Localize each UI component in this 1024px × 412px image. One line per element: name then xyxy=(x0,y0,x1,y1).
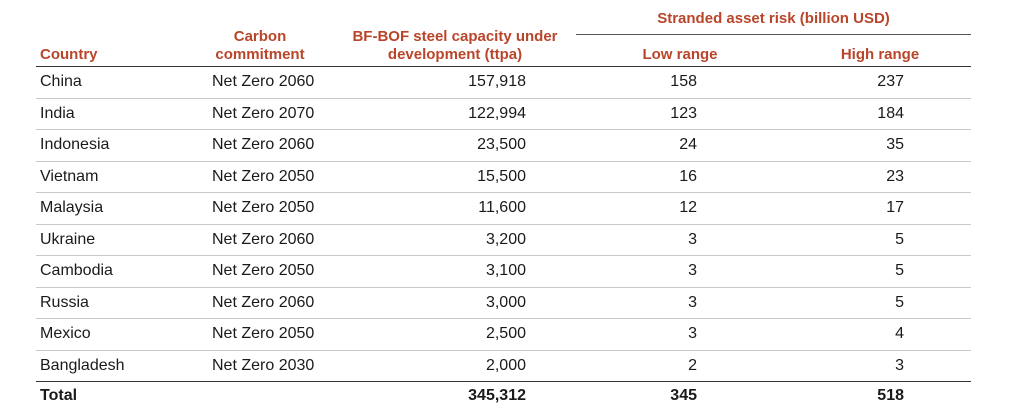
cell-country: India xyxy=(40,104,75,122)
row-divider xyxy=(36,192,971,193)
cell-low: 16 xyxy=(679,167,697,185)
row-divider xyxy=(36,286,971,288)
table-row: China Net Zero 2060 157,918 158 237 xyxy=(36,66,971,98)
header-capacity: BF-BOF steel capacity under development … xyxy=(352,28,558,63)
cell-commitment: Net Zero 2060 xyxy=(212,73,315,90)
cell-country: Ukraine xyxy=(40,230,96,248)
row-divider xyxy=(36,223,971,225)
cell-capacity: 122,994 xyxy=(468,104,526,122)
cell-commitment: Net Zero 2050 xyxy=(212,199,315,216)
cell-capacity: 2,000 xyxy=(485,356,526,374)
total-row: Total 345,312 345 518 xyxy=(36,380,971,412)
cell-high: 237 xyxy=(877,73,904,90)
row-divider xyxy=(36,255,971,256)
cell-country: Malaysia xyxy=(40,199,104,216)
cell-capacity: 157,918 xyxy=(468,73,526,90)
cell-commitment: Net Zero 2060 xyxy=(212,293,315,311)
cell-high: 17 xyxy=(886,199,904,216)
cell-commitment: Net Zero 2060 xyxy=(212,230,315,248)
cell-capacity: 15,500 xyxy=(477,167,526,185)
cell-commitment: Net Zero 2070 xyxy=(212,104,315,122)
total-capacity: 345,312 xyxy=(468,387,526,404)
cell-commitment: Net Zero 2050 xyxy=(212,262,315,279)
cell-country: Indonesia xyxy=(40,136,110,153)
cell-country: Russia xyxy=(40,293,89,311)
header-low-range: Low range xyxy=(642,46,718,63)
cell-high: 5 xyxy=(895,230,904,248)
total-label: Total xyxy=(40,387,78,404)
cell-capacity: 23,500 xyxy=(477,136,526,153)
row-divider xyxy=(36,129,971,130)
cell-country: China xyxy=(40,73,82,90)
header-stranded-asset-risk: Stranded asset risk (billion USD) xyxy=(657,10,890,27)
table-row: Malaysia Net Zero 2050 11,600 12 17 xyxy=(36,192,971,224)
cell-high: 5 xyxy=(895,262,904,279)
cell-commitment: Net Zero 2030 xyxy=(212,356,315,374)
cell-capacity: 3,200 xyxy=(485,230,526,248)
cell-low: 158 xyxy=(670,73,697,90)
table-row: Cambodia Net Zero 2050 3,100 3 5 xyxy=(36,255,971,287)
cell-capacity: 3,100 xyxy=(485,262,526,279)
table-row: Russia Net Zero 2060 3,000 3 5 xyxy=(36,287,971,319)
cell-capacity: 2,500 xyxy=(485,325,526,342)
header-country: Country xyxy=(40,46,98,63)
table-row: Bangladesh Net Zero 2030 2,000 2 3 xyxy=(36,350,971,382)
cell-capacity: 3,000 xyxy=(485,293,526,311)
cell-low: 24 xyxy=(679,136,697,153)
cell-high: 5 xyxy=(895,293,904,311)
table-row: Vietnam Net Zero 2050 15,500 16 23 xyxy=(36,161,971,193)
total-high: 518 xyxy=(877,387,904,404)
row-divider xyxy=(36,97,971,99)
cell-low: 3 xyxy=(688,293,697,311)
total-rule xyxy=(36,381,971,382)
row-divider xyxy=(36,318,971,319)
cell-high: 23 xyxy=(886,167,904,185)
row-divider xyxy=(36,349,971,351)
group-underline xyxy=(576,34,971,35)
cell-country: Bangladesh xyxy=(40,356,125,374)
cell-low: 3 xyxy=(688,262,697,279)
total-low: 345 xyxy=(670,387,697,404)
table-row: Indonesia Net Zero 2060 23,500 24 35 xyxy=(36,129,971,161)
cell-capacity: 11,600 xyxy=(478,199,526,216)
cell-low: 2 xyxy=(688,356,697,374)
table-row: India Net Zero 2070 122,994 123 184 xyxy=(36,98,971,130)
cell-commitment: Net Zero 2060 xyxy=(212,136,315,153)
cell-commitment: Net Zero 2050 xyxy=(212,325,315,342)
row-divider xyxy=(36,160,971,162)
cell-low: 3 xyxy=(688,325,697,342)
cell-country: Cambodia xyxy=(40,262,113,279)
cell-commitment: Net Zero 2050 xyxy=(212,167,315,185)
cell-country: Mexico xyxy=(40,325,91,342)
header-high-range: High range xyxy=(840,46,920,63)
cell-country: Vietnam xyxy=(40,167,99,185)
cell-high: 184 xyxy=(877,104,904,122)
cell-high: 35 xyxy=(886,136,904,153)
table-row: Mexico Net Zero 2050 2,500 3 4 xyxy=(36,318,971,350)
header-rule xyxy=(36,66,971,67)
cell-low: 123 xyxy=(670,104,697,122)
cell-low: 12 xyxy=(679,199,697,216)
table-row: Ukraine Net Zero 2060 3,200 3 5 xyxy=(36,224,971,256)
cell-high: 4 xyxy=(895,325,904,342)
cell-high: 3 xyxy=(895,356,904,374)
header-carbon-commitment: Carbon commitment xyxy=(215,28,305,63)
cell-low: 3 xyxy=(688,230,697,248)
